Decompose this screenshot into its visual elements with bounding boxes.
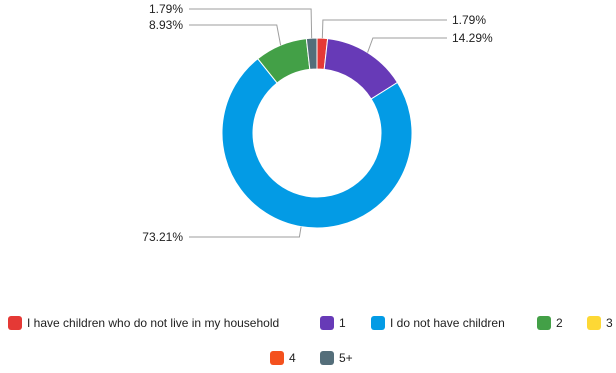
legend-label-5-plus: 5+ (339, 351, 353, 365)
legend-item-5-plus[interactable]: 5+ (320, 348, 353, 368)
legend-swatch-no-household (8, 316, 22, 330)
data-label-6: 1.79% (149, 2, 183, 16)
legend-swatch-4 (270, 351, 284, 365)
data-label-3: 8.93% (149, 18, 183, 32)
donut-chart: 1.79% 14.29% 73.21% 8.93% 1.79% (142, 2, 493, 244)
legend-swatch-3 (587, 316, 601, 330)
data-label-2: 73.21% (142, 230, 183, 244)
slice-2[interactable] (221, 58, 413, 229)
legend-row-2: 4 5+ (0, 348, 616, 368)
legend-item-no-children[interactable]: I do not have children (371, 313, 505, 333)
leader-line-3 (189, 24, 282, 46)
leader-line-2 (189, 226, 302, 238)
legend-label-1: 1 (339, 316, 346, 330)
slices-group (221, 37, 413, 229)
legend-swatch-2 (537, 316, 551, 330)
legend-label-2: 2 (556, 316, 563, 330)
legend-label-3: 3 (606, 316, 613, 330)
legend-item-1[interactable]: 1 (320, 313, 346, 333)
legend-item-3[interactable]: 3 (587, 313, 613, 333)
labels-group: 1.79% 14.29% 73.21% 8.93% 1.79% (142, 2, 493, 244)
legend-item-no-household[interactable]: I have children who do not live in my ho… (8, 313, 279, 333)
slice-6[interactable] (305, 37, 318, 70)
legend-swatch-1 (320, 316, 334, 330)
data-label-0: 1.79% (452, 13, 486, 27)
legend-label-4: 4 (289, 351, 296, 365)
legend-swatch-5-plus (320, 351, 334, 365)
legend-item-2[interactable]: 2 (537, 313, 563, 333)
data-label-1: 14.29% (452, 31, 493, 45)
leader-line-0 (321, 19, 447, 39)
legend-row-1: I have children who do not live in my ho… (0, 313, 616, 333)
legend-label-no-children: I do not have children (390, 316, 505, 330)
legend-label-no-household: I have children who do not live in my ho… (27, 316, 280, 330)
leader-line-1 (367, 37, 447, 53)
legend-item-4[interactable]: 4 (270, 348, 296, 368)
legend-swatch-no-children (371, 316, 385, 330)
leader-line-6 (189, 8, 313, 39)
